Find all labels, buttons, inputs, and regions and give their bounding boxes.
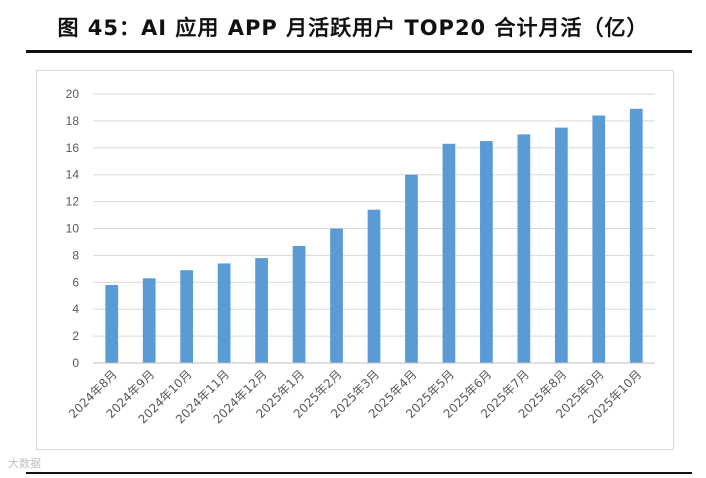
bar: [367, 209, 381, 363]
bar: [405, 174, 418, 363]
bar: [292, 245, 306, 363]
bar: [330, 228, 343, 363]
y-tick-label: 6: [72, 275, 79, 289]
y-tick-label: 8: [72, 248, 79, 262]
bar: [442, 143, 456, 363]
y-tick-label: 16: [66, 141, 80, 155]
bar: [142, 278, 156, 363]
y-tick-label: 0: [72, 356, 79, 370]
bar: [255, 258, 268, 363]
bottom-rule: [26, 472, 692, 474]
bar: [480, 141, 493, 363]
figure-title: 图 45：AI 应用 APP 月活跃用户 TOP20 合计月活（亿）: [57, 16, 649, 40]
y-tick-label: 20: [66, 87, 80, 101]
y-tick-label: 14: [66, 168, 80, 182]
y-tick-label: 2: [72, 329, 79, 343]
bar: [180, 270, 194, 363]
bar: [629, 108, 643, 363]
bar: [217, 263, 231, 363]
watermark: 大数据: [8, 457, 41, 470]
bar: [592, 115, 606, 363]
y-tick-label: 10: [66, 222, 80, 236]
bar-chart: 024681012141618202024年8月2024年9月2024年10月2…: [66, 87, 655, 426]
y-tick-label: 12: [66, 195, 80, 209]
title-rule: [26, 50, 692, 53]
y-tick-label: 18: [66, 114, 80, 128]
chart-frame: 0 2 4 6 8 10 12 14 16 18 20 2024年8月 2024年9月 2024年10月 2…: [36, 70, 674, 450]
y-tick-label: 4: [72, 302, 79, 316]
bar: [517, 134, 531, 363]
bar: [554, 127, 568, 363]
bar: [105, 284, 119, 363]
